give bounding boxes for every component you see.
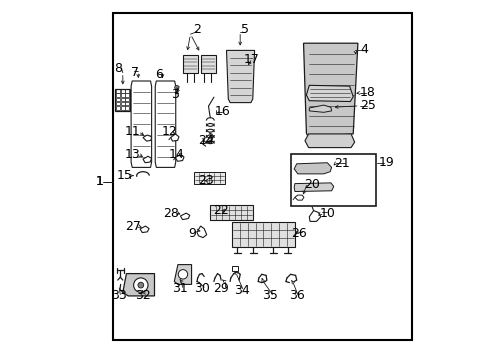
Bar	[125, 93, 129, 97]
Polygon shape	[180, 213, 189, 220]
Text: 29: 29	[213, 282, 228, 295]
Text: 4: 4	[359, 43, 367, 56]
Polygon shape	[309, 105, 331, 112]
Bar	[121, 102, 124, 105]
Text: 35: 35	[262, 289, 278, 302]
Polygon shape	[309, 211, 320, 221]
Bar	[116, 89, 120, 93]
Text: 5: 5	[241, 23, 249, 36]
Text: 23: 23	[197, 174, 213, 187]
Bar	[121, 89, 124, 93]
Bar	[121, 98, 124, 101]
Text: 27: 27	[125, 220, 141, 233]
Text: 9: 9	[188, 227, 196, 240]
Text: 2: 2	[193, 23, 201, 36]
Polygon shape	[303, 43, 357, 137]
Polygon shape	[305, 134, 354, 148]
Text: 36: 36	[288, 289, 304, 302]
Bar	[121, 93, 124, 97]
Text: 24: 24	[197, 134, 213, 147]
Text: 25: 25	[359, 99, 375, 112]
Text: 20: 20	[304, 178, 320, 191]
Polygon shape	[294, 183, 333, 192]
Polygon shape	[294, 195, 303, 200]
Polygon shape	[294, 163, 331, 174]
Text: 7: 7	[130, 66, 139, 78]
Text: 10: 10	[319, 207, 335, 220]
Polygon shape	[140, 226, 149, 233]
Text: 30: 30	[194, 282, 209, 295]
Circle shape	[174, 85, 179, 90]
Text: 1: 1	[96, 175, 103, 188]
Bar	[125, 98, 129, 101]
Polygon shape	[155, 81, 175, 167]
Polygon shape	[197, 226, 206, 238]
Text: 11: 11	[125, 125, 141, 138]
Polygon shape	[142, 156, 151, 163]
Polygon shape	[174, 265, 191, 284]
Bar	[125, 89, 129, 93]
Text: 17: 17	[243, 53, 259, 66]
Bar	[231, 266, 238, 271]
Text: 31: 31	[171, 282, 187, 295]
Text: 12: 12	[162, 125, 177, 138]
Bar	[121, 106, 124, 110]
Bar	[116, 106, 120, 110]
Polygon shape	[200, 55, 215, 73]
Circle shape	[178, 270, 187, 279]
Polygon shape	[183, 55, 198, 73]
Text: 21: 21	[333, 157, 349, 170]
Polygon shape	[122, 274, 154, 296]
Text: 32: 32	[135, 289, 150, 302]
Bar	[125, 106, 129, 110]
Polygon shape	[226, 50, 254, 103]
Text: 13: 13	[125, 148, 141, 161]
Bar	[116, 102, 120, 105]
Text: 6: 6	[155, 68, 163, 81]
Text: 3: 3	[171, 88, 179, 101]
Bar	[116, 93, 120, 97]
Bar	[290, 154, 375, 206]
Text: 18: 18	[359, 86, 375, 99]
Circle shape	[133, 278, 148, 292]
Bar	[113, 13, 411, 340]
Bar	[231, 222, 294, 247]
Text: 19: 19	[378, 156, 394, 169]
Bar	[116, 98, 120, 101]
Polygon shape	[170, 134, 179, 141]
Bar	[194, 172, 224, 184]
Polygon shape	[131, 81, 151, 167]
Text: 16: 16	[215, 105, 230, 118]
Polygon shape	[175, 155, 183, 161]
Text: 28: 28	[163, 207, 178, 220]
Polygon shape	[306, 85, 352, 102]
Text: 22: 22	[213, 204, 228, 217]
Text: 15: 15	[117, 169, 133, 182]
Text: 33: 33	[110, 289, 126, 302]
Bar	[125, 102, 129, 105]
Bar	[115, 89, 129, 111]
Circle shape	[138, 282, 143, 288]
Text: 1: 1	[96, 175, 103, 188]
Text: 26: 26	[291, 227, 306, 240]
Text: 8: 8	[114, 62, 122, 75]
Text: 14: 14	[168, 148, 183, 161]
Polygon shape	[142, 135, 151, 141]
Text: 34: 34	[233, 284, 249, 297]
Bar	[210, 205, 252, 220]
